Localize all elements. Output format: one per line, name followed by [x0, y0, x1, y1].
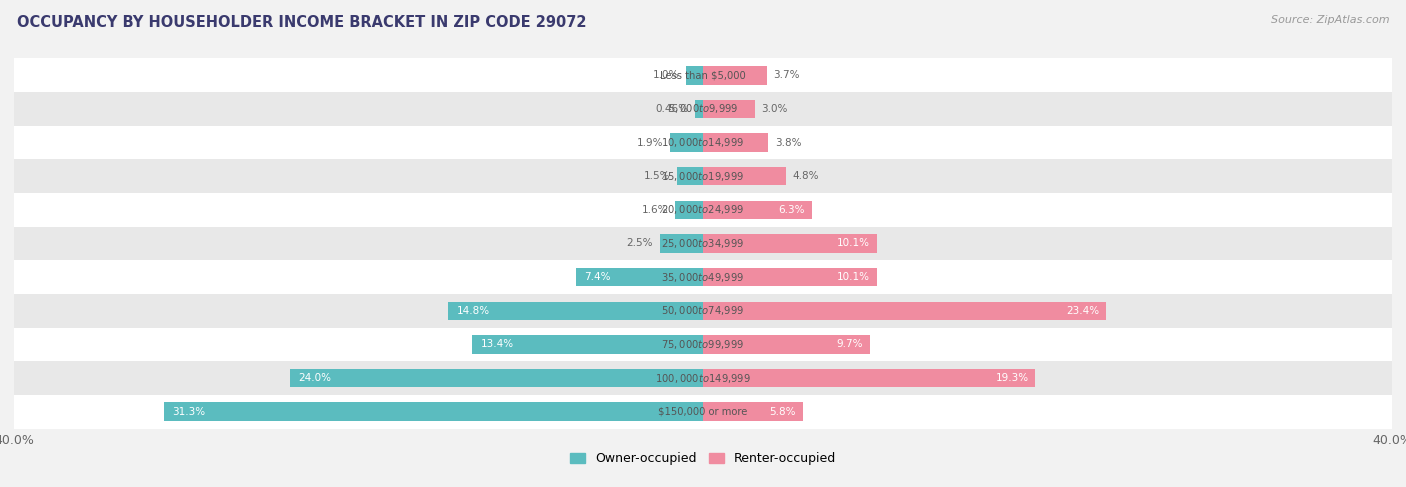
Bar: [14, 328, 1392, 361]
Text: 13.4%: 13.4%: [481, 339, 515, 350]
Text: 10.1%: 10.1%: [837, 239, 870, 248]
Bar: [14, 361, 1392, 395]
Text: 1.6%: 1.6%: [643, 205, 669, 215]
Bar: [14, 126, 1392, 159]
Text: 1.0%: 1.0%: [652, 70, 679, 80]
Bar: [14, 159, 1392, 193]
Text: $75,000 to $99,999: $75,000 to $99,999: [661, 338, 745, 351]
Text: $10,000 to $14,999: $10,000 to $14,999: [661, 136, 745, 149]
Text: $5,000 to $9,999: $5,000 to $9,999: [668, 102, 738, 115]
Bar: [14, 261, 1392, 294]
Bar: [703, 268, 877, 286]
Bar: [675, 201, 703, 219]
Text: $50,000 to $74,999: $50,000 to $74,999: [661, 304, 745, 318]
Text: 3.8%: 3.8%: [775, 137, 801, 148]
Text: $35,000 to $49,999: $35,000 to $49,999: [661, 271, 745, 283]
Text: $20,000 to $24,999: $20,000 to $24,999: [661, 204, 745, 216]
Text: 3.0%: 3.0%: [762, 104, 787, 114]
Bar: [703, 167, 786, 186]
Bar: [703, 369, 1035, 387]
Text: 5.8%: 5.8%: [769, 407, 796, 417]
Bar: [703, 201, 811, 219]
Text: Less than $5,000: Less than $5,000: [661, 70, 745, 80]
Bar: [14, 193, 1392, 226]
Text: 3.7%: 3.7%: [773, 70, 800, 80]
Bar: [14, 58, 1392, 92]
Bar: [449, 301, 703, 320]
Bar: [703, 66, 766, 85]
Bar: [671, 133, 703, 152]
Bar: [290, 369, 703, 387]
Text: 23.4%: 23.4%: [1066, 306, 1099, 316]
Bar: [14, 294, 1392, 328]
Text: $100,000 to $149,999: $100,000 to $149,999: [655, 372, 751, 385]
Text: 24.0%: 24.0%: [298, 373, 332, 383]
Text: 10.1%: 10.1%: [837, 272, 870, 282]
Text: $25,000 to $34,999: $25,000 to $34,999: [661, 237, 745, 250]
Bar: [695, 100, 703, 118]
Bar: [703, 100, 755, 118]
Bar: [14, 226, 1392, 261]
Text: 14.8%: 14.8%: [457, 306, 489, 316]
Text: 1.5%: 1.5%: [644, 171, 671, 181]
Bar: [165, 402, 703, 421]
Bar: [703, 335, 870, 354]
Text: 9.7%: 9.7%: [837, 339, 863, 350]
Text: 2.5%: 2.5%: [627, 239, 652, 248]
Text: Source: ZipAtlas.com: Source: ZipAtlas.com: [1271, 15, 1389, 25]
Bar: [678, 167, 703, 186]
Text: 4.8%: 4.8%: [793, 171, 820, 181]
Bar: [703, 133, 769, 152]
Text: 7.4%: 7.4%: [583, 272, 610, 282]
Bar: [14, 395, 1392, 429]
Bar: [703, 234, 877, 253]
Text: $15,000 to $19,999: $15,000 to $19,999: [661, 169, 745, 183]
Bar: [575, 268, 703, 286]
Text: 1.9%: 1.9%: [637, 137, 664, 148]
Bar: [14, 92, 1392, 126]
Bar: [703, 402, 803, 421]
Text: 19.3%: 19.3%: [995, 373, 1029, 383]
Text: $150,000 or more: $150,000 or more: [658, 407, 748, 417]
Bar: [472, 335, 703, 354]
Text: OCCUPANCY BY HOUSEHOLDER INCOME BRACKET IN ZIP CODE 29072: OCCUPANCY BY HOUSEHOLDER INCOME BRACKET …: [17, 15, 586, 30]
Text: 31.3%: 31.3%: [173, 407, 205, 417]
Legend: Owner-occupied, Renter-occupied: Owner-occupied, Renter-occupied: [565, 448, 841, 470]
Bar: [703, 301, 1107, 320]
Text: 0.46%: 0.46%: [655, 104, 688, 114]
Text: 6.3%: 6.3%: [778, 205, 804, 215]
Bar: [686, 66, 703, 85]
Bar: [659, 234, 703, 253]
